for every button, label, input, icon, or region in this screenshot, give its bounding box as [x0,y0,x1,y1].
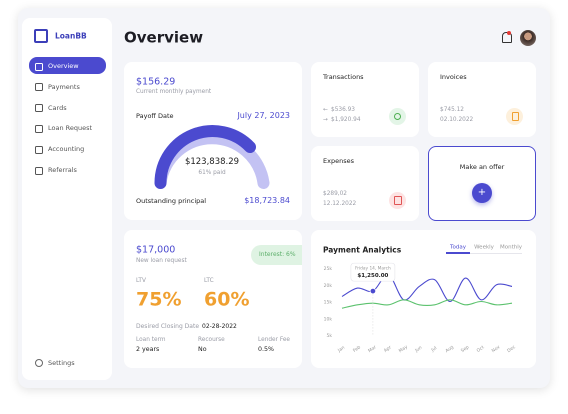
tooltip-date: Friday 14, March [355,266,391,272]
y-tick-label: 5k [327,333,333,339]
page-title: Overview [124,28,204,47]
ltc-value: 60% [204,288,250,311]
settings-icon [35,359,43,367]
settings-link[interactable]: Settings [48,358,75,367]
logo-text: LoanBB [55,31,87,41]
gauge-fill [154,125,256,189]
principal-amount: $18,723.84 [244,196,290,205]
tooltip-box [350,262,396,282]
nav-active-pill [29,57,106,74]
x-tick-label: Mar [367,344,378,354]
transactions-title: Transactions [323,72,364,81]
invoices-title: Invoices [440,72,467,81]
sidebar [22,18,112,380]
nav-icon [35,166,43,175]
loan-amount: $17,000 [136,244,176,256]
invoices-card [428,62,536,137]
y-tick-label: 20k [324,283,333,289]
payoff-label: Payoff Date [136,111,174,120]
chart-tab[interactable]: Weekly [474,244,494,251]
x-tick-label: Jan [336,345,346,355]
nav-icon [35,145,43,154]
analytics-title: Payment Analytics [323,245,402,255]
chart-tab[interactable]: Monthly [499,244,523,251]
closing-date: 02-28-2022 [202,323,237,330]
detail-label: Lender Fee [258,337,290,344]
chart-tab[interactable]: Today [450,244,466,251]
ltc-label: LTC [204,278,214,285]
nav-link[interactable]: Payments [48,82,80,91]
y-tick-label: 10k [324,316,333,322]
logo-icon [34,29,48,43]
detail-label: Loan term [136,337,166,344]
nav-icon [35,124,43,133]
transactions-in: $536.93 [331,107,355,114]
x-tick-label: May [398,344,409,354]
transactions-card [311,62,419,137]
interest-label: Interest: 6% [259,251,296,258]
detail-value: 2 years [136,345,160,353]
detail-value: 0.5% [258,345,274,353]
nav-link[interactable]: Overview [48,61,79,70]
transactions-out: $1,920.94 [331,117,361,124]
tab-rule [446,253,522,254]
invoices-icon-glyph [512,112,519,121]
nav-link[interactable]: Accounting [48,144,85,153]
expenses-date: 12.12.2022 [323,201,357,208]
ltv-label: LTV [136,278,146,285]
x-tick-label: Apr [383,344,393,353]
ltv-value: 75% [136,288,182,311]
nav-icon [35,104,43,113]
loan-subtitle: New loan request [136,258,187,265]
x-tick-label: Jul [429,345,438,354]
offer-title: Make an offer [459,162,505,171]
nav-icon [35,62,43,71]
monthly-amount: $156.29 [136,76,176,88]
nav-icon [35,83,43,92]
avatar[interactable] [520,30,536,46]
interest-pill [251,245,302,265]
x-tick-label: Aug [444,344,455,354]
loan-card: Interest: 6% [124,230,302,368]
x-tick-label: Jun [413,345,423,355]
x-tick-label: Sep [460,344,471,354]
y-tick-label: 25k [324,266,333,272]
x-tick-label: Nov [491,344,502,354]
detail-value: No [198,345,207,353]
transactions-icon-glyph [394,113,401,120]
principal-label: Outstanding principal [136,196,207,205]
tooltip-amount: $1,250.00 [357,273,388,279]
y-tick-label: 15k [324,300,333,306]
expenses-card [311,146,419,221]
arrow-in: ← [323,107,328,114]
closing-label: Desired Closing Date [136,323,200,330]
expenses-amount: $289,02 [323,191,347,198]
tooltip-point [369,287,377,295]
bell-badge [507,31,511,35]
detail-label: Recourse [198,337,225,344]
nav-link[interactable]: Loan Request [48,124,93,133]
x-tick-label: Oct [476,344,486,354]
monthly-label: Current monthly payment [136,89,212,96]
arrow-out: → [323,117,328,124]
nav-link[interactable]: Cards [48,103,67,112]
x-tick-label: Dec [506,344,517,354]
x-tick-label: Feb [352,344,362,354]
nav-link[interactable]: Referrals [48,165,77,174]
invoices-amount: $745.12 [440,107,464,114]
gauge-caption: 61% paid [198,170,226,177]
payoff-date: July 27, 2023 [237,111,290,120]
gauge-amount: $123,838.29 [184,156,240,167]
offer-button-label: + [477,187,487,198]
offer-button[interactable] [472,183,492,203]
expenses-title: Expenses [323,156,354,165]
invoices-date: 02.10.2022 [440,117,474,124]
expenses-icon-glyph [394,196,402,205]
series-line [341,299,513,309]
tab-active-underline [446,252,470,254]
